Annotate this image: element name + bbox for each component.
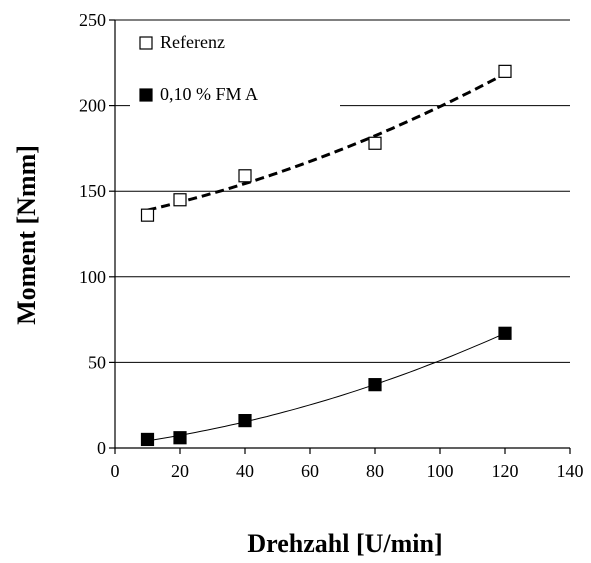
- legend-label: 0,10 % FM A: [160, 84, 258, 104]
- legend-background: [130, 95, 340, 115]
- data-point: [368, 378, 382, 392]
- data-point: [368, 136, 382, 150]
- data-point: [173, 193, 187, 207]
- legend-marker: [139, 88, 153, 102]
- y-tick-label: 100: [79, 267, 106, 287]
- trendlines: [147, 72, 506, 442]
- data-point: [140, 208, 155, 222]
- y-tick-label: 250: [79, 10, 106, 30]
- trendline-series-1: [147, 332, 506, 442]
- legend: Referenz 0,10 % FM A: [130, 32, 340, 115]
- x-axis-title: Drehzahl [U/min]: [247, 529, 442, 558]
- y-tick-label: 0: [97, 438, 106, 458]
- data-point: [498, 64, 512, 78]
- data-point: [173, 431, 187, 445]
- y-tick-label: 200: [79, 96, 106, 116]
- data-point: [238, 414, 252, 428]
- x-tick-label: 40: [236, 461, 254, 481]
- x-tick-label: 20: [171, 461, 189, 481]
- tick-labels: 0 50 100 150 200 250 0 20 40 60 80 100 120 140: [79, 10, 584, 481]
- x-tick-label: 100: [427, 461, 454, 481]
- x-tick-label: 60: [301, 461, 319, 481]
- x-tick-label: 80: [366, 461, 384, 481]
- x-tick-label: 0: [111, 461, 120, 481]
- x-tick-label: 140: [557, 461, 584, 481]
- y-axis-title: Moment [Nmm]: [12, 145, 41, 325]
- y-tick-label: 50: [88, 352, 106, 372]
- data-point: [498, 326, 512, 340]
- x-tick-label: 120: [492, 461, 519, 481]
- y-tick-label: 150: [79, 181, 106, 201]
- data-point: [140, 432, 155, 447]
- data-point: [238, 169, 252, 183]
- trendline-series-0: [147, 72, 506, 212]
- legend-label: Referenz: [160, 32, 225, 52]
- axes: [109, 19, 571, 454]
- data-points: [140, 64, 512, 447]
- legend-marker: [139, 36, 153, 50]
